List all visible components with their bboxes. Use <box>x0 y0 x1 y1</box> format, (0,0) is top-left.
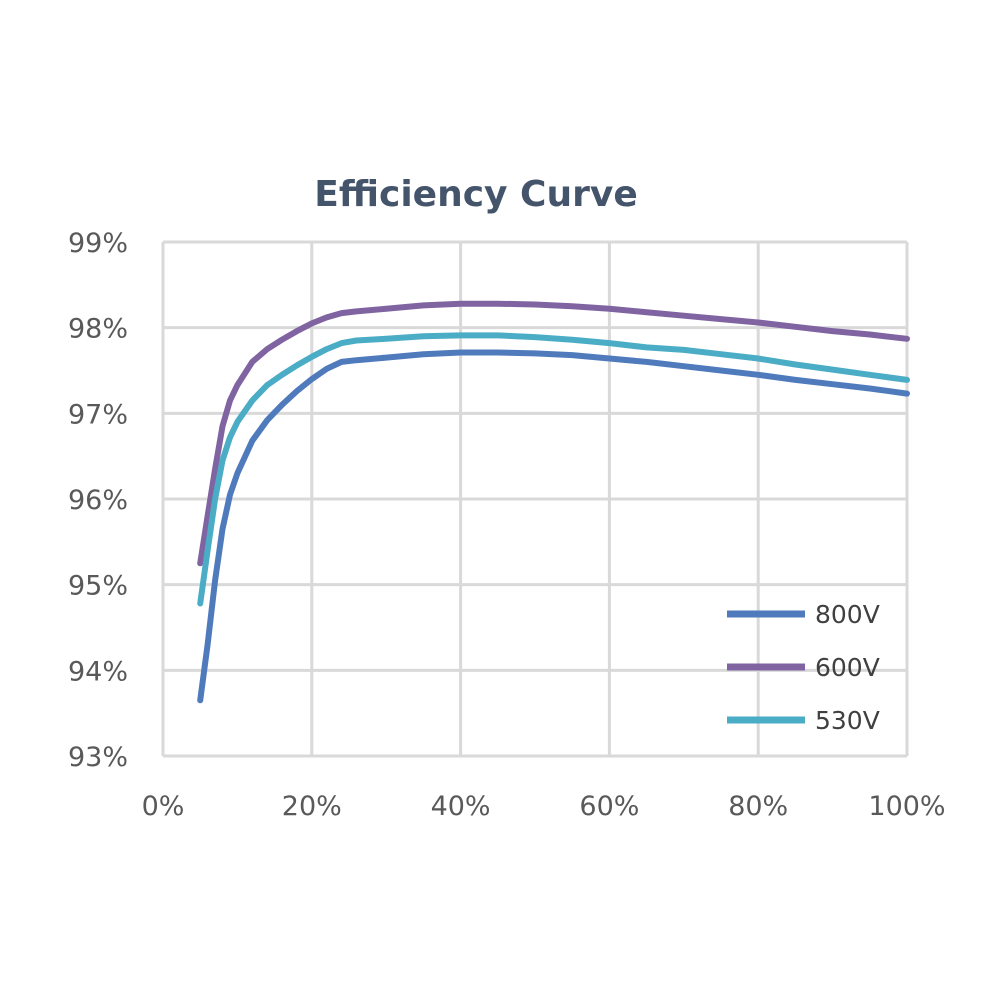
y-tick-label: 97% <box>68 399 128 430</box>
tick-label-layer: 93% 94% 95% 96% 97% 98% 99% 0% 20% 40% 60% 80% 100% <box>68 228 946 822</box>
series-layer <box>197 300 910 704</box>
x-tick-label: 60% <box>579 791 639 822</box>
x-tick-label: 20% <box>282 791 342 822</box>
x-tick-label: 40% <box>431 791 491 822</box>
y-tick-label: 99% <box>68 228 128 259</box>
y-tick-label: 96% <box>68 485 128 516</box>
y-tick-label: 93% <box>68 742 128 773</box>
chart-title: Efficiency Curve <box>314 174 638 215</box>
series-line-530v <box>197 332 910 607</box>
legend-label-800v: 800V <box>815 600 880 629</box>
x-tick-label: 80% <box>728 791 788 822</box>
legend-label-600v: 600V <box>815 653 880 682</box>
series-line-800v <box>197 349 910 704</box>
grid-layer <box>161 240 909 758</box>
legend-label-530v: 530V <box>815 706 880 735</box>
x-tick-label: 0% <box>142 791 185 822</box>
legend: 800V 600V 530V <box>727 600 880 735</box>
x-tick-label: 100% <box>868 791 945 822</box>
y-tick-label: 95% <box>68 571 128 602</box>
series-line-600v <box>197 300 910 567</box>
y-tick-label: 98% <box>68 314 128 345</box>
y-tick-label: 94% <box>68 656 128 687</box>
